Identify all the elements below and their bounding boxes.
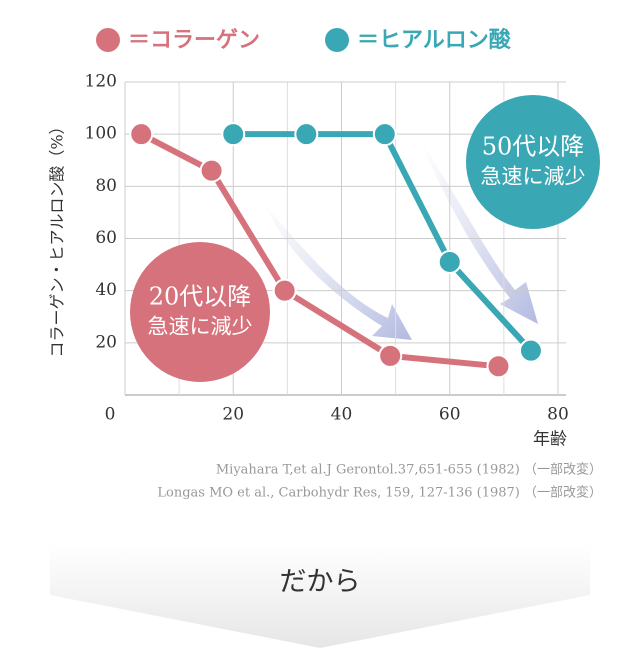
data-point	[372, 122, 397, 147]
data-point	[294, 122, 319, 147]
decor-arrow	[262, 200, 412, 340]
x-tick-label: 80	[547, 405, 569, 425]
legend-swatch	[96, 28, 120, 52]
x-tick-label: 60	[439, 405, 461, 425]
cta-text: だから	[280, 567, 361, 598]
data-point	[199, 158, 224, 183]
data-point	[486, 354, 511, 379]
callout-text: 20代以降	[149, 283, 252, 311]
x-tick-label: 20	[222, 405, 244, 425]
callout-circle	[130, 242, 270, 382]
callout-text: 急速に減少	[148, 315, 253, 339]
x-tick-label: 40	[331, 405, 353, 425]
legend-label: ＝コラーゲン	[128, 28, 260, 53]
source: Longas MO et al., Carbohydr Res, 159, 12…	[157, 485, 602, 501]
data-point	[129, 122, 154, 147]
data-point	[221, 122, 246, 147]
x-tick-label: 0	[105, 405, 116, 425]
y-tick-label: 100	[85, 124, 117, 144]
callout-circle	[466, 95, 600, 229]
y-tick-label: 120	[85, 72, 117, 92]
decor-arrow	[420, 140, 538, 324]
y-tick-label: 80	[95, 176, 117, 196]
data-point	[518, 338, 543, 363]
callout-text: 急速に減少	[481, 165, 586, 189]
data-point	[378, 343, 403, 368]
callout-text: 50代以降	[482, 133, 585, 161]
data-point	[437, 249, 462, 274]
legend-label: ＝ヒアルロン酸	[357, 28, 512, 53]
y-axis-label: コラーゲン・ヒアルロン酸（%）	[48, 118, 67, 357]
y-tick-label: 40	[95, 280, 117, 300]
y-tick-label: 20	[95, 332, 117, 352]
legend-swatch	[325, 28, 349, 52]
x-axis-label: 年齢	[533, 430, 567, 450]
source: Miyahara T,et al.J Gerontol.37,651-655 (…	[216, 462, 602, 478]
cta-background	[50, 545, 590, 648]
y-tick-label: 60	[95, 228, 117, 248]
data-point	[272, 278, 297, 303]
